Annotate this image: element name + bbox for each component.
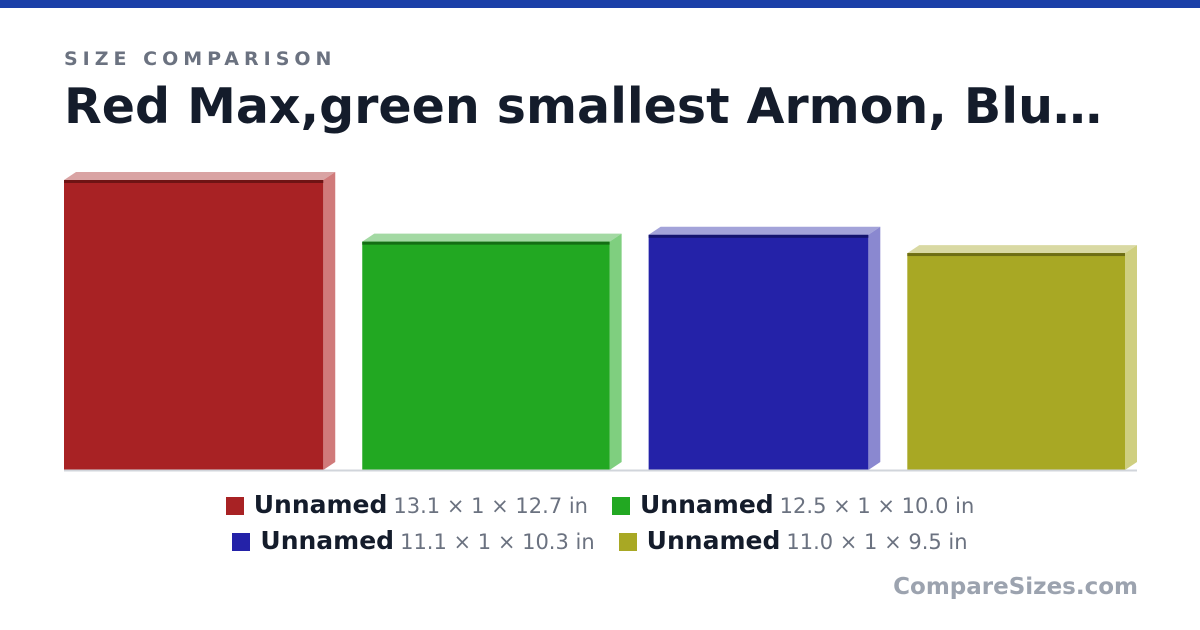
legend-swatch bbox=[612, 497, 630, 515]
legend-swatch bbox=[225, 497, 244, 515]
title: Red Max,green smallest Armon, Blu… bbox=[64, 78, 1102, 135]
legend-name: Unnamed bbox=[260, 526, 395, 555]
legend-row: Unnamed 13.1 × 1 × 12.7 in Unnamed 12.5 × 1… bbox=[0, 488, 1200, 524]
legend-entry: Unnamed 11.1 × 1 × 10.3 in bbox=[232, 524, 595, 561]
legend-name: Unnamed bbox=[640, 490, 774, 519]
box-top bbox=[362, 233, 622, 242]
legend-name: Unnamed bbox=[646, 526, 781, 555]
legend-dimensions: 11.0 × 1 × 9.5 in bbox=[786, 530, 968, 554]
box-front bbox=[362, 241, 610, 470]
legend-name: Unnamed bbox=[253, 490, 388, 519]
box-top bbox=[648, 226, 881, 235]
legend-swatch bbox=[232, 533, 251, 551]
brand: CompareSizes.com bbox=[893, 574, 1138, 600]
box-side bbox=[1125, 245, 1137, 470]
box-top bbox=[64, 172, 336, 180]
legend-entry: Unnamed 12.5 × 1 × 10.0 in bbox=[612, 488, 974, 525]
legend-dimensions: 11.1 × 1 × 10.3 in bbox=[400, 530, 595, 554]
box-top bbox=[907, 245, 1137, 254]
box-side bbox=[868, 226, 881, 470]
top-bar bbox=[0, 0, 1200, 8]
legend-dimensions: 12.5 × 1 × 10.0 in bbox=[779, 494, 975, 518]
box-front bbox=[64, 180, 324, 470]
box-side bbox=[609, 233, 622, 470]
legend-dimensions: 13.1 × 1 × 12.7 in bbox=[393, 494, 588, 518]
box-edge bbox=[64, 180, 324, 183]
legend: Unnamed 13.1 × 1 × 12.7 in Unnamed 12.5 × 1… bbox=[0, 488, 1200, 560]
eyebrow: SIZE COMPARISON bbox=[64, 48, 337, 70]
box-side bbox=[323, 172, 336, 470]
legend-swatch bbox=[618, 533, 637, 551]
box-edge bbox=[648, 234, 869, 238]
box-front bbox=[648, 234, 869, 470]
legend-entry: Unnamed 11.0 × 1 × 9.5 in bbox=[618, 524, 968, 561]
legend-row: Unnamed 11.1 × 1 × 10.3 in Unnamed 11.0 × 1… bbox=[0, 524, 1200, 560]
legend-entry: Unnamed 13.1 × 1 × 12.7 in bbox=[225, 488, 588, 525]
box-front bbox=[907, 253, 1125, 470]
box-edge bbox=[362, 241, 610, 245]
box-edge bbox=[907, 253, 1125, 257]
